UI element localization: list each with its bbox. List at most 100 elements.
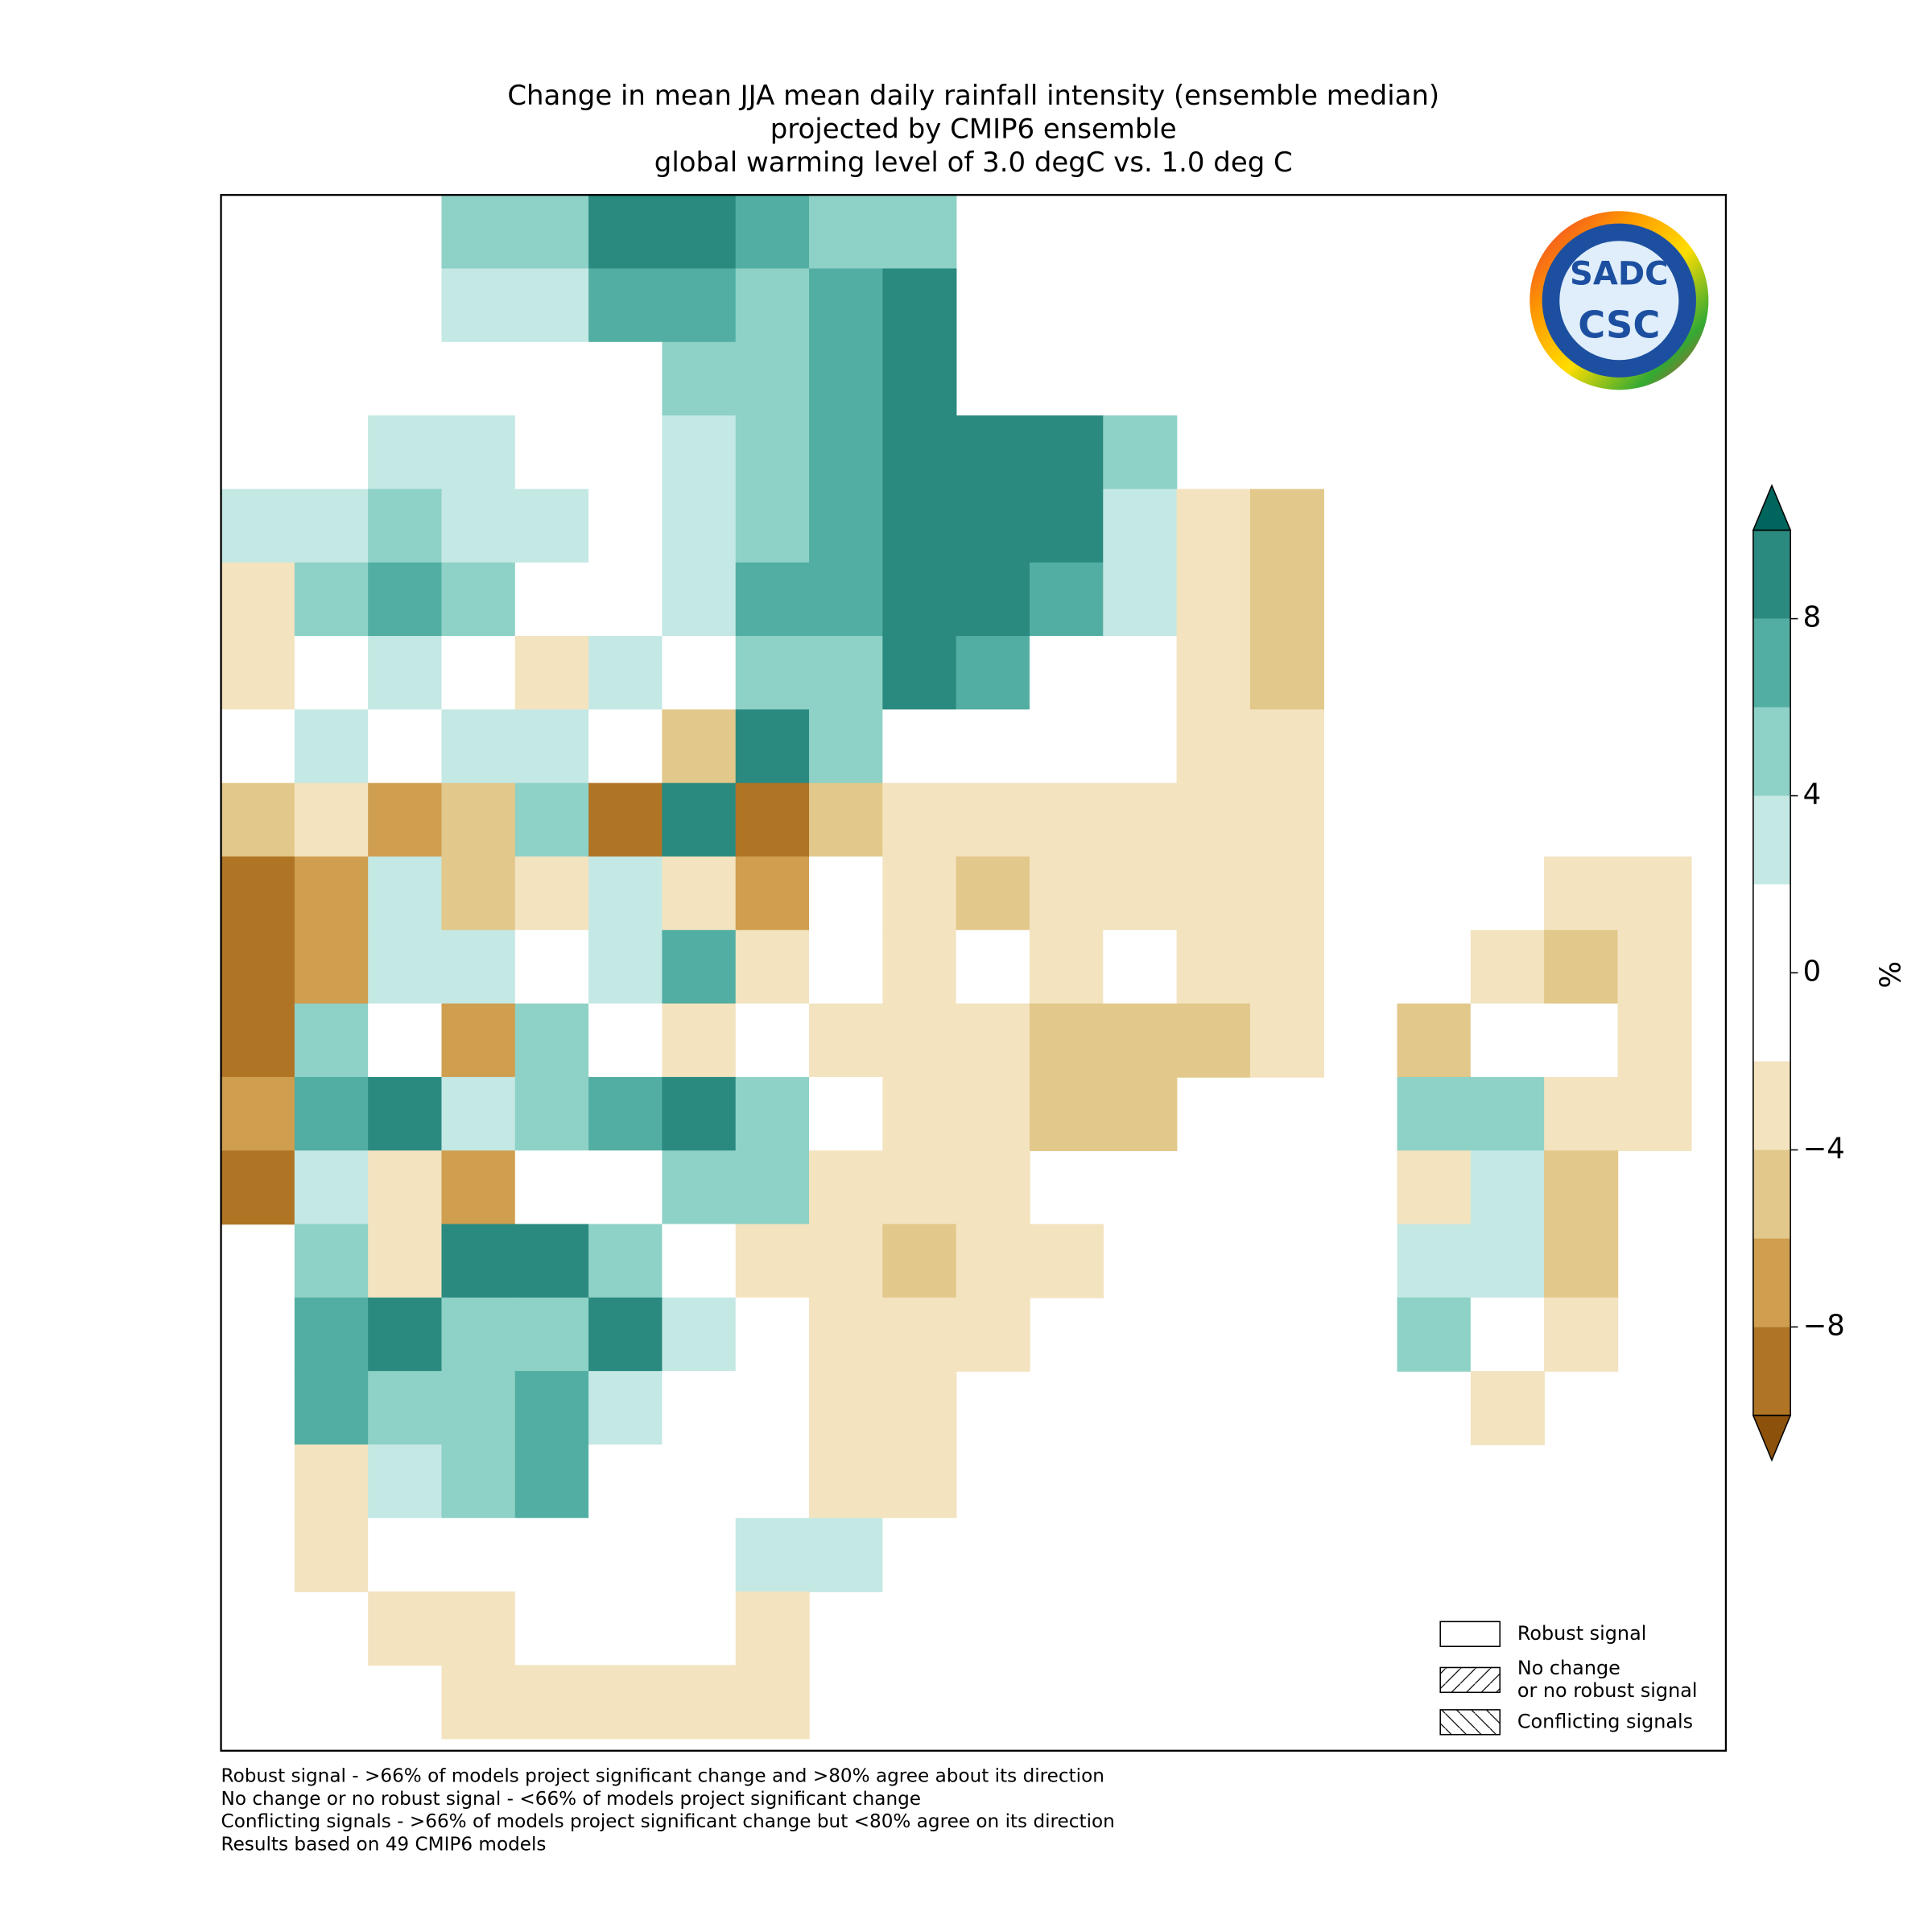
grid-cell (735, 1076, 810, 1151)
grid-cell (1176, 489, 1251, 564)
grid-cell (221, 782, 295, 857)
grid-cell (956, 1297, 1030, 1372)
grid-cell (882, 1003, 957, 1078)
grid-cell (1470, 1371, 1545, 1446)
grid-cell (441, 195, 516, 270)
grid-cell (882, 1517, 957, 1592)
grid-cell (294, 1076, 369, 1151)
grid-cell (514, 1517, 589, 1592)
grid-cell (368, 1003, 443, 1078)
grid-cell (514, 415, 589, 490)
grid-cell (588, 1517, 663, 1592)
grid-cell (1397, 1224, 1472, 1298)
grid-cell (441, 489, 516, 564)
grid-cell (514, 709, 589, 784)
grid-cell (882, 930, 957, 1005)
grid-cell (1176, 562, 1251, 637)
grid-cell (1617, 1076, 1692, 1151)
grid-cell (882, 636, 957, 711)
grid-cell (662, 1076, 737, 1151)
grid-cell (588, 709, 663, 784)
grid-cell (441, 1371, 516, 1446)
grid-cell (441, 1076, 516, 1151)
grid-cell (809, 709, 884, 784)
grid-cell (662, 195, 737, 270)
grid-cell (1249, 782, 1324, 857)
grid-cell (1544, 1003, 1619, 1078)
grid-cell (735, 709, 810, 784)
grid-cell (956, 489, 1030, 564)
grid-cell (588, 1371, 663, 1446)
grid-cell (882, 1076, 957, 1151)
grid-cell (809, 636, 884, 711)
grid-cell (735, 856, 810, 931)
grid-cell (956, 709, 1030, 784)
logo-text: CSC (1578, 303, 1660, 347)
grid-cell (662, 1297, 737, 1372)
grid-cell (588, 1297, 663, 1372)
grid-cell (809, 1224, 884, 1298)
grid-cell (882, 489, 957, 564)
grid-cell (368, 709, 443, 784)
grid-cell (221, 1003, 295, 1078)
grid-cell (956, 636, 1030, 711)
grid-cell (441, 341, 516, 416)
grid-cell (735, 195, 810, 270)
grid-cell (1617, 930, 1692, 1005)
grid-cell (662, 782, 737, 857)
colorbar-tick-label: −8 (1803, 1309, 1845, 1342)
grid-cell (882, 1371, 957, 1446)
grid-cell (1029, 930, 1104, 1005)
grid-cell (882, 195, 957, 270)
grid-cell (882, 1150, 957, 1225)
grid-cell (368, 1297, 443, 1372)
grid-cell (735, 1224, 810, 1298)
grid-cell (514, 268, 589, 343)
grid-cell (662, 1224, 737, 1298)
map (221, 195, 1692, 1740)
grid-cell (1249, 636, 1324, 711)
grid-cell (441, 856, 516, 931)
grid-cell (809, 782, 884, 857)
grid-cell (588, 195, 663, 270)
grid-cell (588, 1076, 663, 1151)
grid-cell (662, 1150, 737, 1225)
colorbar-tick-label: 8 (1803, 601, 1822, 634)
grid-cell (1029, 636, 1104, 711)
grid-cell (368, 1444, 443, 1519)
grid-cell (1397, 1150, 1472, 1225)
grid-cell (368, 1076, 443, 1151)
grid-cell (956, 930, 1030, 1005)
grid-cell (588, 415, 663, 490)
grid-cell (514, 1371, 589, 1446)
grid-cell (588, 1444, 663, 1519)
grid-cell (882, 415, 957, 490)
grid-cell (1029, 415, 1104, 490)
grid-cell (221, 1150, 295, 1225)
grid-cell (1103, 930, 1178, 1005)
grid-cell (735, 782, 810, 857)
grid-cell (735, 1003, 810, 1078)
grid-cell (882, 709, 957, 784)
colorbar-label: % (1875, 961, 1908, 989)
grid-cell (956, 782, 1030, 857)
colorbar-segment (1752, 618, 1791, 708)
grid-cell (441, 415, 516, 490)
colorbar-segment (1752, 530, 1791, 619)
grid-cell (588, 930, 663, 1005)
grid-cell (1544, 1076, 1619, 1151)
grid-cell (662, 1591, 737, 1666)
grid-cell (294, 636, 369, 711)
grid-cell (514, 1665, 589, 1740)
grid-cell (1176, 930, 1251, 1005)
grid-cell (514, 930, 589, 1005)
grid-cell (662, 709, 737, 784)
logo: SADC CSC (1530, 211, 1709, 390)
grid-cell (1103, 636, 1178, 711)
grid-cell (1249, 562, 1324, 637)
grid-cell (441, 1224, 516, 1298)
grid-cell (662, 268, 737, 343)
grid-cell (588, 1665, 663, 1740)
grid-cell (368, 1224, 443, 1298)
